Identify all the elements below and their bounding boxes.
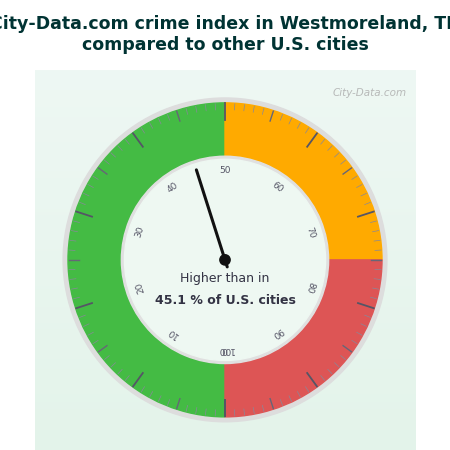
Text: City-Data.com: City-Data.com xyxy=(333,88,406,98)
Text: City-Data.com crime index in Westmoreland, TN
compared to other U.S. cities: City-Data.com crime index in Westmorelan… xyxy=(0,15,450,54)
Text: 80: 80 xyxy=(304,281,316,294)
Text: 40: 40 xyxy=(165,180,180,194)
Circle shape xyxy=(124,159,326,360)
Wedge shape xyxy=(63,98,387,422)
Text: 50: 50 xyxy=(219,166,231,175)
Text: 90: 90 xyxy=(270,325,285,339)
Circle shape xyxy=(220,255,230,265)
Text: 45.1 % of U.S. cities: 45.1 % of U.S. cities xyxy=(154,294,296,307)
Text: 100: 100 xyxy=(216,345,234,354)
Wedge shape xyxy=(225,260,382,417)
Wedge shape xyxy=(122,156,328,364)
Text: Higher than in: Higher than in xyxy=(180,272,270,285)
Wedge shape xyxy=(225,103,382,260)
Text: 60: 60 xyxy=(270,180,285,194)
Text: 20: 20 xyxy=(134,281,146,294)
Text: 70: 70 xyxy=(304,225,316,239)
Wedge shape xyxy=(68,103,225,417)
Text: 0: 0 xyxy=(222,345,228,354)
Text: 10: 10 xyxy=(165,325,180,339)
Text: 30: 30 xyxy=(134,225,146,239)
